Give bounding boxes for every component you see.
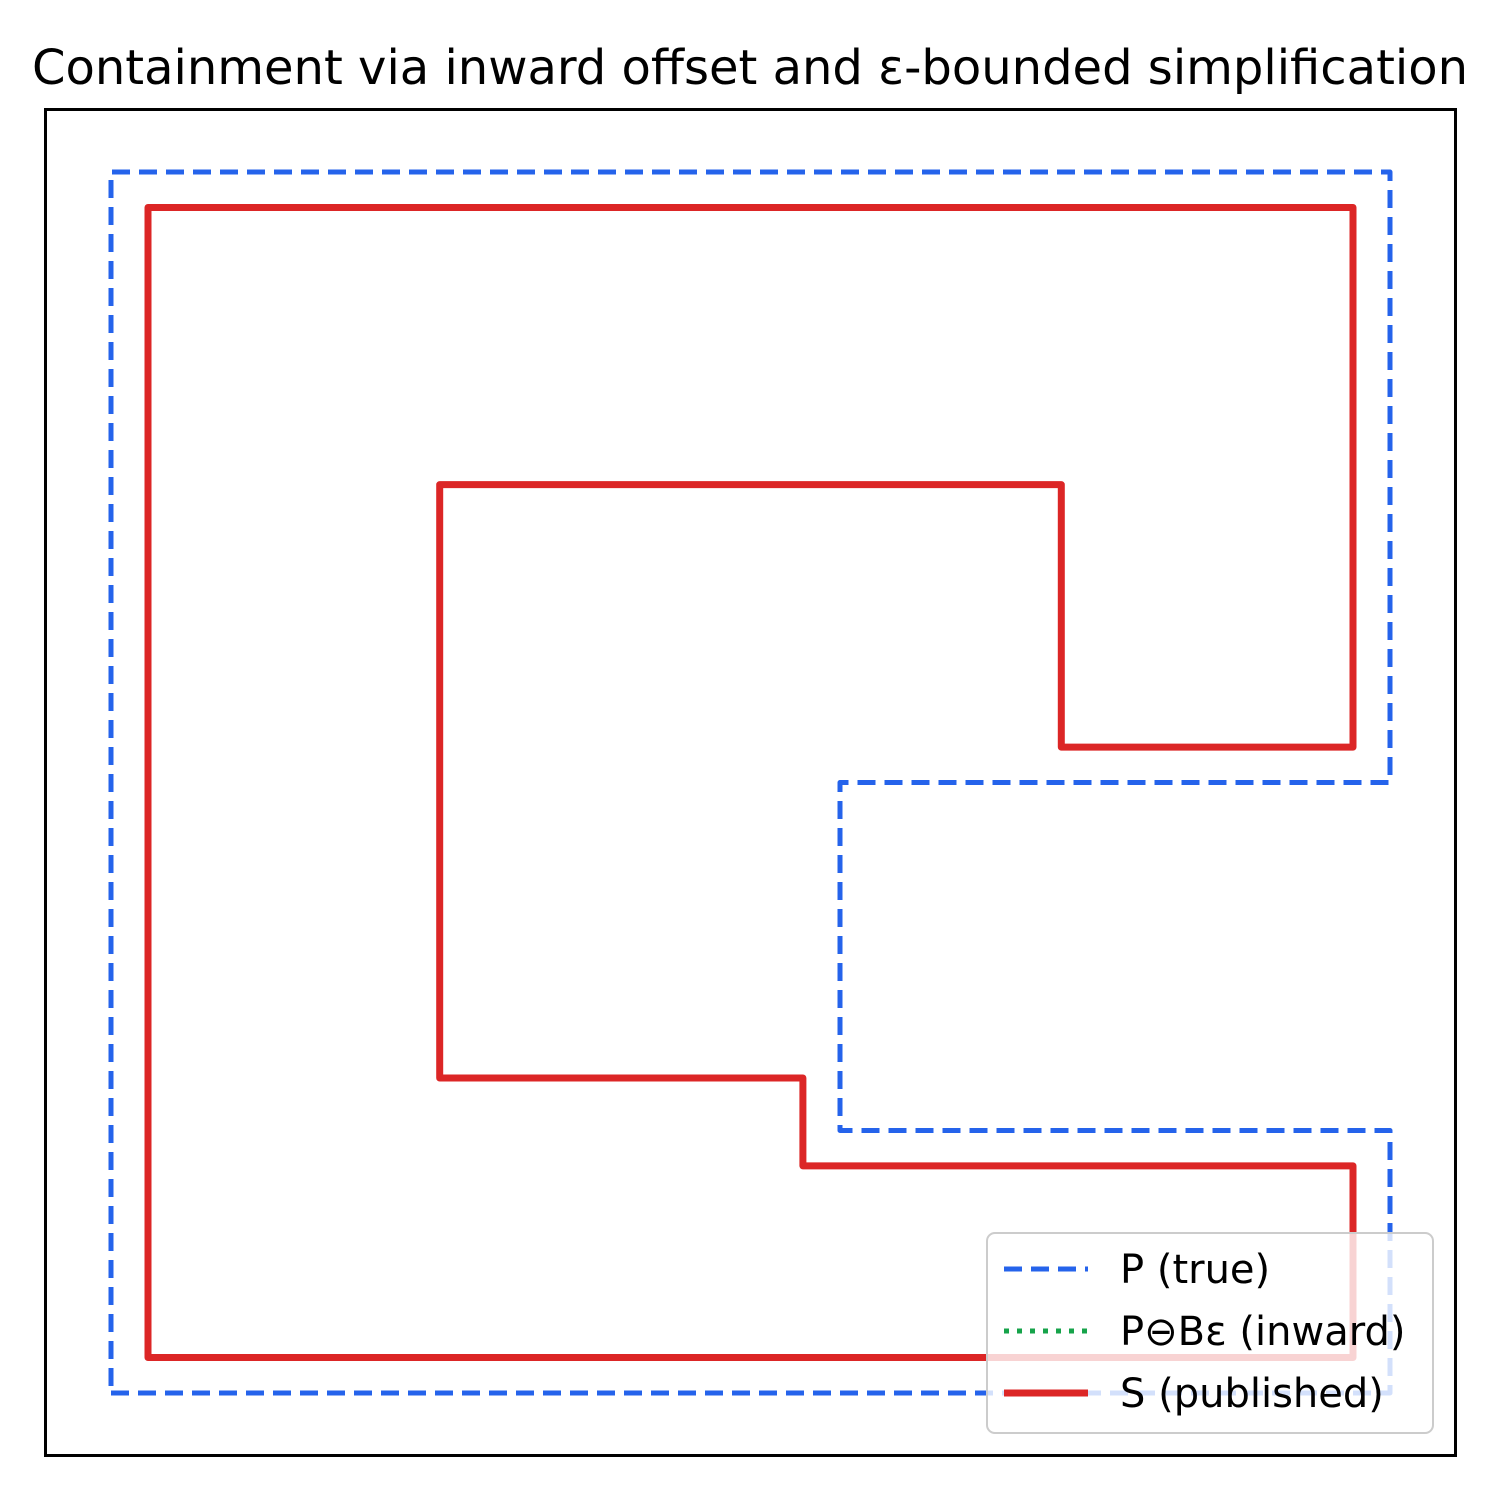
chart-title: Containment via inward offset and ε-boun… <box>32 40 1468 96</box>
legend-box <box>986 1232 1434 1434</box>
legend-label-1: P⊖Bε (inward) <box>1120 1309 1405 1355</box>
legend: P (true) P⊖Bε (inward) S (published) <box>986 1232 1434 1434</box>
plot-frame <box>44 108 1457 1457</box>
series-line-2 <box>144 204 1357 1361</box>
legend-label-2: S (published) <box>1120 1371 1384 1417</box>
legend-label-0: P (true) <box>1120 1247 1270 1293</box>
